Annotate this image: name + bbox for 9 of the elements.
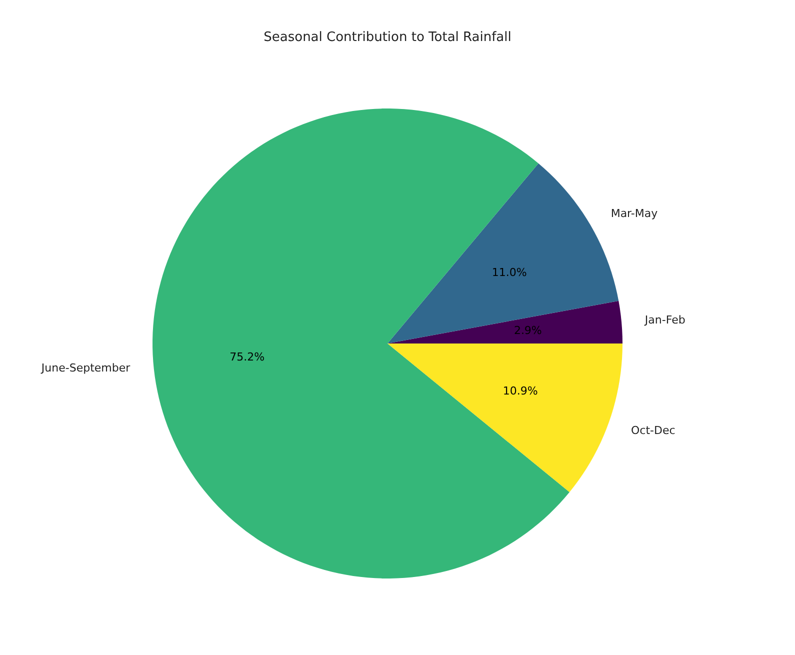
chart-title: Seasonal Contribution to Total Rainfall <box>264 30 512 45</box>
data-label: 2.9% <box>514 324 542 338</box>
slice-label: Oct-Dec <box>630 424 676 437</box>
slice-label: Jan-Feb <box>644 313 686 326</box>
slice-label: June-September <box>40 361 131 374</box>
data-label: 11.0% <box>492 266 527 279</box>
data-label: 10.9% <box>502 384 538 398</box>
slice-label: Mar-May <box>610 206 658 220</box>
data-label: 75.2% <box>230 350 265 364</box>
